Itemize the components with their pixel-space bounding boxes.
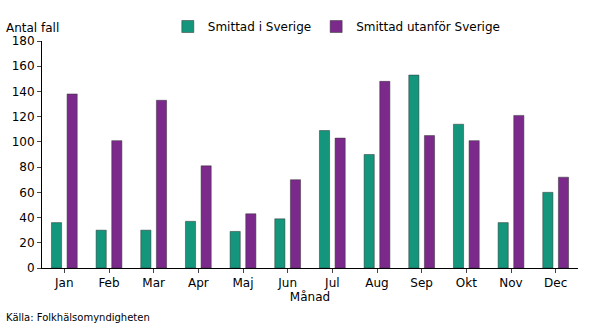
svg-text:Jul: Jul bbox=[324, 276, 339, 290]
svg-text:Maj: Maj bbox=[232, 276, 253, 290]
svg-text:Apr: Apr bbox=[188, 276, 209, 290]
svg-text:Antal fall: Antal fall bbox=[6, 21, 59, 35]
svg-text:120: 120 bbox=[12, 110, 35, 124]
svg-text:Aug: Aug bbox=[365, 276, 388, 290]
svg-text:Smittad utanför Sverige: Smittad utanför Sverige bbox=[356, 20, 500, 34]
svg-text:20: 20 bbox=[19, 236, 34, 250]
svg-text:Jan: Jan bbox=[54, 276, 74, 290]
svg-text:Nov: Nov bbox=[499, 276, 522, 290]
svg-text:180: 180 bbox=[12, 34, 35, 48]
svg-text:0: 0 bbox=[27, 261, 35, 275]
svg-text:Källa: Folkhälsomyndigheten: Källa: Folkhälsomyndigheten bbox=[6, 312, 150, 323]
svg-text:Mar: Mar bbox=[142, 276, 165, 290]
svg-text:160: 160 bbox=[12, 59, 35, 73]
svg-text:140: 140 bbox=[12, 85, 35, 99]
svg-text:Sep: Sep bbox=[410, 276, 433, 290]
svg-text:Dec: Dec bbox=[544, 276, 567, 290]
svg-text:Feb: Feb bbox=[98, 276, 119, 290]
svg-text:60: 60 bbox=[19, 186, 34, 200]
svg-text:Jun: Jun bbox=[277, 276, 297, 290]
svg-text:Smittad i Sverige: Smittad i Sverige bbox=[208, 20, 311, 34]
svg-text:Okt: Okt bbox=[456, 276, 477, 290]
svg-text:100: 100 bbox=[12, 135, 35, 149]
svg-text:80: 80 bbox=[19, 160, 34, 174]
svg-text:Månad: Månad bbox=[290, 290, 330, 304]
svg-text:40: 40 bbox=[19, 211, 34, 225]
